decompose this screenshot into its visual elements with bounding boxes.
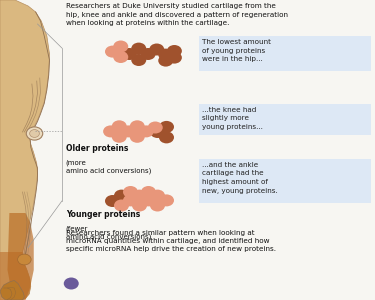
Text: Younger proteins: Younger proteins [66,210,140,219]
Circle shape [132,190,147,202]
Circle shape [64,278,79,290]
Text: Researchers at Duke University studied cartilage from the
hip, knee and ankle an: Researchers at Duke University studied c… [66,3,288,26]
Circle shape [167,45,182,57]
Circle shape [103,125,118,137]
Circle shape [158,55,173,67]
Text: Older proteins: Older proteins [66,144,128,153]
Circle shape [141,194,156,206]
Circle shape [121,125,136,137]
FancyBboxPatch shape [199,103,371,135]
Circle shape [141,48,156,60]
Circle shape [18,254,31,265]
Polygon shape [0,280,24,300]
Circle shape [132,200,147,211]
Circle shape [105,195,120,207]
Text: (fewer
amino acid conversions): (fewer amino acid conversions) [66,225,151,240]
Circle shape [150,126,165,138]
Circle shape [105,46,120,58]
Circle shape [113,51,128,63]
Circle shape [113,40,128,52]
Circle shape [123,186,138,198]
Circle shape [26,127,43,140]
Circle shape [130,131,145,143]
Circle shape [112,120,127,132]
Circle shape [30,130,39,137]
Polygon shape [0,0,50,300]
Circle shape [141,186,156,198]
Text: ...the knee had
slightly more
young proteins...: ...the knee had slightly more young prot… [202,106,263,130]
Circle shape [114,200,129,211]
Circle shape [149,44,164,56]
FancyBboxPatch shape [199,36,371,70]
Circle shape [159,121,174,133]
Text: The lowest amount
of young proteins
were in the hip...: The lowest amount of young proteins were… [202,39,272,62]
FancyBboxPatch shape [199,159,371,202]
Polygon shape [8,213,34,300]
Circle shape [159,194,174,206]
Polygon shape [0,252,31,300]
Circle shape [150,200,165,211]
Circle shape [150,190,165,202]
Circle shape [131,54,146,66]
Circle shape [139,125,154,137]
Circle shape [112,131,127,143]
Circle shape [158,49,173,61]
Circle shape [148,122,163,134]
Circle shape [130,120,145,132]
Circle shape [123,194,138,206]
Circle shape [159,131,174,143]
Text: Researchers found a similar pattern when looking at
microRNA quantities within c: Researchers found a similar pattern when… [66,230,276,253]
Circle shape [131,43,146,55]
Text: (more
amino acid conversions): (more amino acid conversions) [66,159,151,174]
Text: ...and the ankle
cartilage had the
highest amount of
new, young proteins.: ...and the ankle cartilage had the highe… [202,162,278,194]
Circle shape [114,190,129,202]
Circle shape [122,48,137,60]
Circle shape [167,52,182,64]
